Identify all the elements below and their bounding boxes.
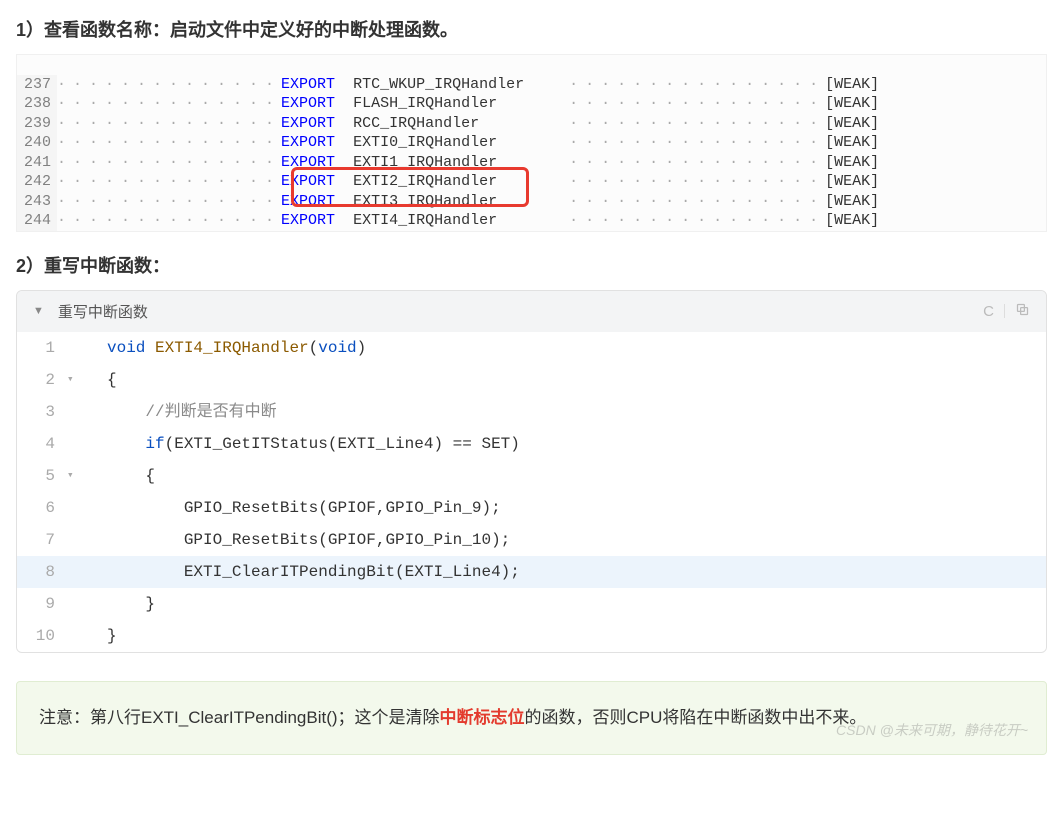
notice-box: 注意：第八行EXTI_ClearITPendingBit()；这个是清除中断标志…: [16, 681, 1047, 755]
code-line-number: 2: [17, 364, 67, 396]
asm-row: 239· · · · · · · · · · · · · · EXPORT RC…: [17, 114, 1046, 134]
divider: [1004, 304, 1005, 318]
asm-row: 241· · · · · · · · · · · · · · EXPORT EX…: [17, 153, 1046, 173]
code-body: 1void EXTI4_IRQHandler(void)2▾{3 //判断是否有…: [17, 332, 1046, 652]
asm-row: 244· · · · · · · · · · · · · · EXPORT EX…: [17, 211, 1046, 231]
asm-line-content: · · · · · · · · · · · · · · EXPORT EXTI2…: [57, 172, 1046, 192]
fold-gutter-icon: [67, 588, 87, 620]
notice-suffix: 的函数，否则CPU将陷在中断函数中出不来。: [525, 708, 867, 727]
code-text: }: [87, 620, 1046, 652]
code-text: GPIO_ResetBits(GPIOF,GPIO_Pin_9);: [87, 492, 1046, 524]
asm-line-number: 243: [17, 192, 57, 212]
asm-line-number: 238: [17, 94, 57, 114]
code-line: 5▾ {: [17, 460, 1046, 492]
asm-row: 238· · · · · · · · · · · · · · EXPORT FL…: [17, 94, 1046, 114]
asm-row: 237· · · · · · · · · · · · · · EXPORT RT…: [17, 75, 1046, 95]
copy-icon[interactable]: [1015, 302, 1030, 321]
asm-line-content: · · · · · · · · · · · · · · EXPORT EXTI0…: [57, 133, 1046, 153]
code-text: {: [87, 460, 1046, 492]
fold-gutter-icon: [67, 556, 87, 588]
asm-line-number: 240: [17, 133, 57, 153]
fold-gutter-icon: [67, 492, 87, 524]
asm-row: 242· · · · · · · · · · · · · · EXPORT EX…: [17, 172, 1046, 192]
asm-row: 243· · · · · · · · · · · · · · EXPORT EX…: [17, 192, 1046, 212]
fold-gutter-icon[interactable]: ▾: [67, 364, 87, 396]
fold-gutter-icon[interactable]: ▾: [67, 460, 87, 492]
asm-row: 240· · · · · · · · · · · · · · EXPORT EX…: [17, 133, 1046, 153]
code-text: GPIO_ResetBits(GPIOF,GPIO_Pin_10);: [87, 524, 1046, 556]
fold-gutter-icon: [67, 620, 87, 652]
code-line: 3 //判断是否有中断: [17, 396, 1046, 428]
asm-line-number: 242: [17, 172, 57, 192]
code-text: if(EXTI_GetITStatus(EXTI_Line4) == SET): [87, 428, 1046, 460]
notice-highlight: 中断标志位: [440, 708, 525, 727]
asm-line-content: · · · · · · · · · · · · · · EXPORT RTC_W…: [57, 75, 1046, 95]
code-text: //判断是否有中断: [87, 396, 1046, 428]
code-line-number: 5: [17, 460, 67, 492]
fold-gutter-icon: [67, 524, 87, 556]
code-line: 10}: [17, 620, 1046, 652]
collapse-toggle-icon[interactable]: ▼: [33, 305, 44, 317]
code-panel: ▼ 重写中断函数 C 1void EXTI4_IRQHandler(void)2…: [16, 290, 1047, 653]
asm-line-content: · · · · · · · · · · · · · · EXPORT EXTI3…: [57, 192, 1046, 212]
watermark: CSDN @未来可期，静待花开~: [836, 717, 1028, 744]
asm-line-content: · · · · · · · · · · · · · · EXPORT EXTI4…: [57, 211, 1046, 231]
code-line-number: 1: [17, 332, 67, 364]
asm-listing: 237· · · · · · · · · · · · · · EXPORT RT…: [16, 54, 1047, 232]
asm-line-number: 237: [17, 75, 57, 95]
code-line: 4 if(EXTI_GetITStatus(EXTI_Line4) == SET…: [17, 428, 1046, 460]
code-text: void EXTI4_IRQHandler(void): [87, 332, 1046, 364]
code-line: 7 GPIO_ResetBits(GPIOF,GPIO_Pin_10);: [17, 524, 1046, 556]
code-text: }: [87, 588, 1046, 620]
code-line-number: 4: [17, 428, 67, 460]
asm-line-number: 244: [17, 211, 57, 231]
fold-gutter-icon: [67, 428, 87, 460]
code-line-number: 6: [17, 492, 67, 524]
fold-gutter-icon: [67, 332, 87, 364]
code-title: 重写中断函数: [58, 301, 148, 322]
code-line-number: 10: [17, 620, 67, 652]
code-header: ▼ 重写中断函数 C: [17, 291, 1046, 332]
code-line-number: 7: [17, 524, 67, 556]
lang-label: C: [983, 303, 994, 320]
code-line-number: 8: [17, 556, 67, 588]
heading-1: 1）查看函数名称：启动文件中定义好的中断处理函数。: [16, 16, 1047, 42]
asm-line-content: · · · · · · · · · · · · · · EXPORT EXTI1…: [57, 153, 1046, 173]
code-text: {: [87, 364, 1046, 396]
code-line-number: 9: [17, 588, 67, 620]
code-text: EXTI_ClearITPendingBit(EXTI_Line4);: [87, 556, 1046, 588]
notice-prefix: 注意：第八行EXTI_ClearITPendingBit()；这个是清除: [39, 708, 440, 727]
asm-line-number: 239: [17, 114, 57, 134]
asm-line-content: · · · · · · · · · · · · · · EXPORT FLASH…: [57, 94, 1046, 114]
code-line-number: 3: [17, 396, 67, 428]
code-line: 8 EXTI_ClearITPendingBit(EXTI_Line4);: [17, 556, 1046, 588]
code-line: 2▾{: [17, 364, 1046, 396]
heading-2: 2）重写中断函数：: [16, 252, 1047, 278]
fold-gutter-icon: [67, 396, 87, 428]
code-line: 6 GPIO_ResetBits(GPIOF,GPIO_Pin_9);: [17, 492, 1046, 524]
code-line: 9 }: [17, 588, 1046, 620]
code-line: 1 void EXTI4_IRQHandler(void): [17, 332, 1046, 364]
asm-line-content: · · · · · · · · · · · · · · EXPORT RCC_I…: [57, 114, 1046, 134]
asm-line-number: 241: [17, 153, 57, 173]
